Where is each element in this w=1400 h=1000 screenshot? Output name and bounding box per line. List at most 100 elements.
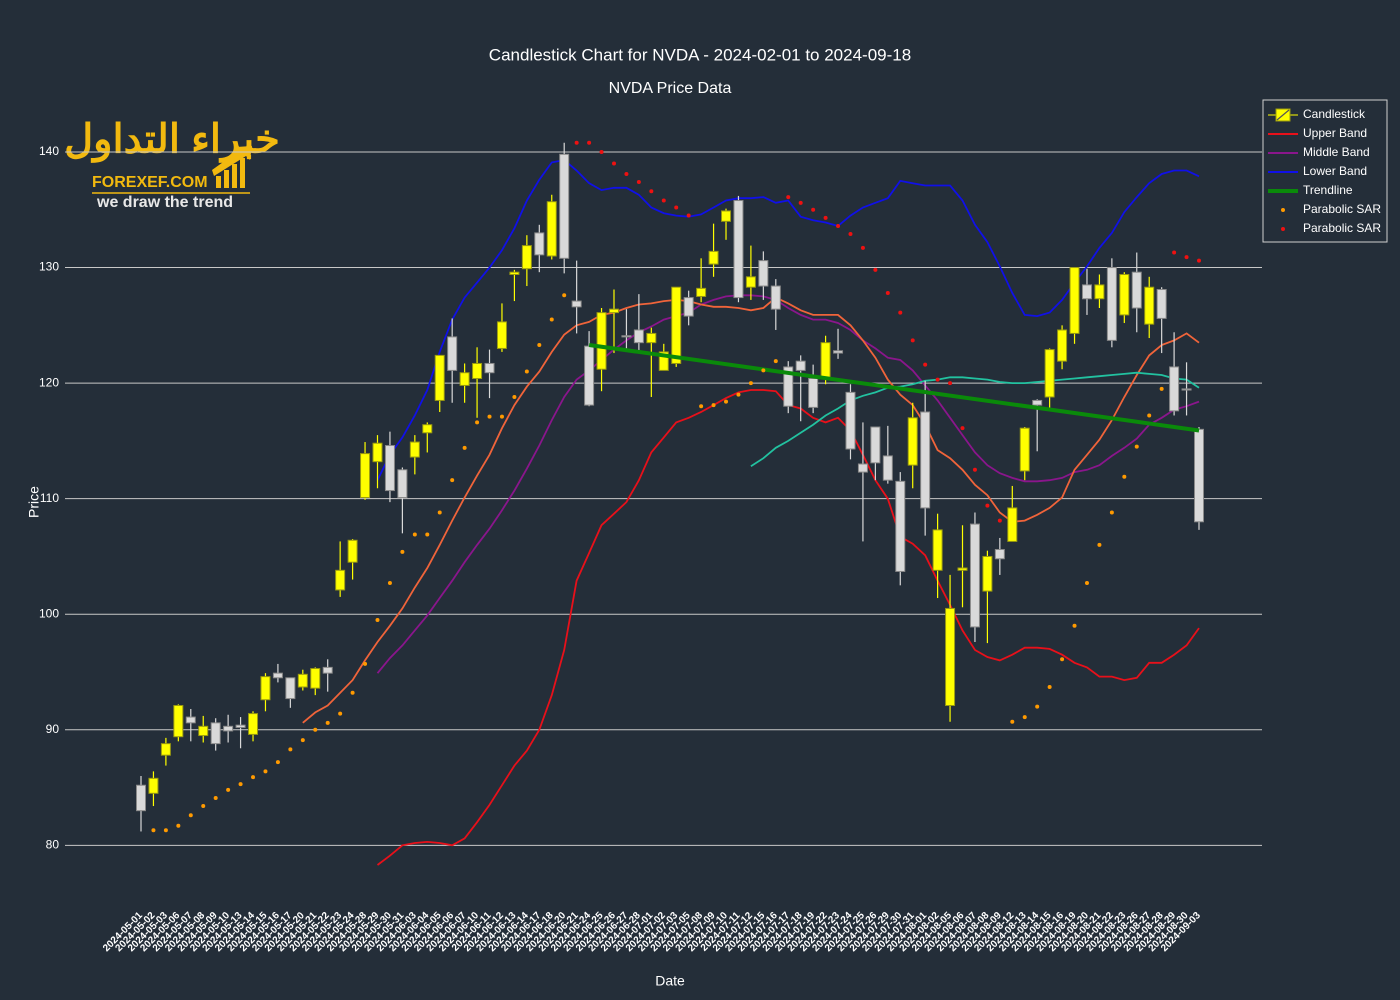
sar-dot [997,518,1002,523]
candle-body [733,200,744,299]
candle-body [721,210,732,222]
legend-symbol [1276,109,1290,121]
sar-dot [462,445,467,450]
sar-dot [972,467,977,472]
candle-body [708,250,719,265]
sar-dot [1060,657,1065,662]
sar-dot [786,195,791,200]
sar-dot [599,150,604,154]
candle-body [384,445,395,492]
candle-body [932,529,943,571]
candle-body [783,366,794,407]
sar-dot [948,381,953,386]
y-tick-label: 140 [39,144,59,158]
candle-body [285,677,296,700]
candle-body [1181,388,1192,391]
candle-body [994,549,1005,560]
sar-dot [238,782,243,787]
candle-body [185,716,196,724]
candle-body [633,329,644,344]
sar-dot [151,828,156,833]
sar-dot [1022,715,1027,720]
sar-dot [163,828,168,833]
sar-dot [562,293,567,298]
candle-body [745,276,756,288]
y-tick-label: 110 [40,491,59,505]
sar-dot [1047,685,1052,690]
candle-body [335,569,346,591]
candle-body [907,417,918,466]
sar-dot [873,267,878,272]
sar-dot [649,189,654,194]
candle-body [608,308,619,314]
sar-dot [524,369,529,374]
sar-dot [960,426,965,431]
sar-dot [661,198,666,203]
watermark: خبراء التداول FOREXEF.COM we draw the tr… [64,118,280,212]
sar-dot [736,392,741,397]
indicator-line [376,159,1200,481]
candle-body [372,442,383,463]
sar-dot [375,618,380,622]
candle-body [820,342,831,379]
sar-dot [350,690,355,695]
indicator-line [376,294,1200,674]
candle-body [210,722,221,745]
candle-body [1119,273,1130,316]
sar-dot [773,359,778,364]
sar-dot [226,787,231,792]
sar-dot [985,503,990,508]
sar-dot [487,414,492,419]
sar-dot [611,161,616,166]
sar-dot [823,215,828,220]
sar-dot [251,775,256,780]
candle-body [758,260,769,287]
sar-dot [300,738,305,743]
candle-body [621,335,632,338]
y-tick-label: 90 [46,722,60,736]
candle-body [434,354,445,401]
candle-body [795,360,806,371]
sar-dot [1184,255,1189,260]
candle-body [895,480,906,572]
watermark-slogan: we draw the trend [96,194,233,211]
sar-dot [748,381,753,386]
candle-body [882,455,893,481]
sar-dot [512,394,517,399]
sar-dot [1084,581,1089,586]
sar-dot [1147,413,1152,418]
candle-body [1106,267,1117,341]
candle-body [235,724,246,728]
indicator-line [750,371,1200,468]
sar-dot [910,338,915,343]
candle-body [136,784,146,812]
y-tick-label: 80 [46,838,60,852]
indicator-line [302,296,1200,724]
chart-title: Candlestick Chart for NVDA - 2024-02-01 … [489,45,911,64]
candle-body [945,607,956,707]
candle-body [671,286,682,364]
sar-dot [213,795,218,800]
sar-dot [1172,250,1177,255]
legend-label: Lower Band [1303,164,1367,178]
sar-dot [450,478,455,483]
candle-body [571,300,582,308]
candle-body [447,336,458,371]
sar-dot [1159,386,1164,391]
sar-dot [811,207,816,212]
legend-label: Trendline [1303,183,1353,197]
candle-body [360,453,371,499]
legend-label: Parabolic SAR [1303,202,1381,216]
sar-dot [761,368,766,373]
sar-dot [275,760,280,765]
sar-dot [188,813,193,818]
sar-dot [263,769,268,774]
sar-dot [475,420,480,425]
legend-symbol [1281,208,1285,212]
candle-body [683,297,694,317]
sar-dot [923,362,928,367]
sar-dot [499,414,504,419]
sar-dot [412,532,417,537]
chart-subtitle: NVDA Price Data [609,80,732,97]
